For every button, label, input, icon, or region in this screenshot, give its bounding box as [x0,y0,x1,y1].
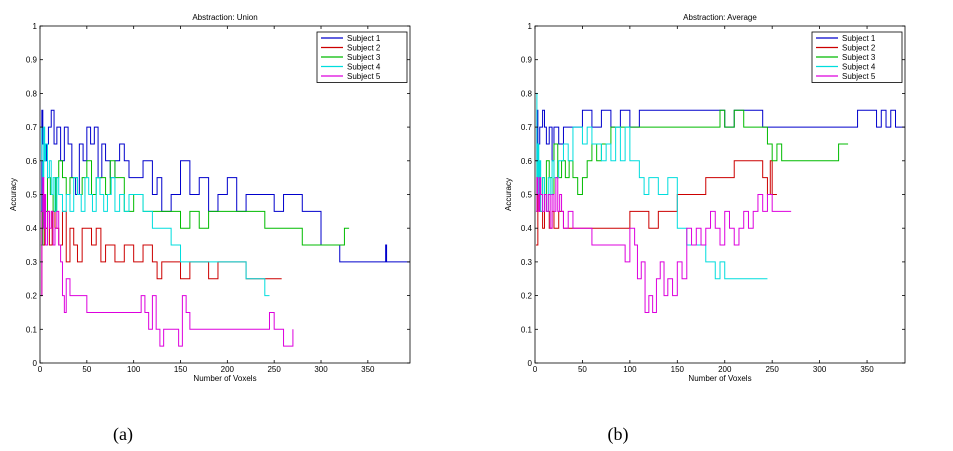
chart-1-y-tick-label-10: 1 [33,22,38,31]
chart-2-y-tick-label-0: 0 [528,359,533,368]
chart-1-x-tick-label-6: 300 [314,365,328,374]
chart-1-title: Abstraction: Union [192,13,257,22]
chart-2-y-tick-label-7: 0.7 [521,123,533,132]
chart-2-y-tick-label-6: 0.6 [521,157,533,166]
caption-b: (b) [607,424,629,444]
chart-1-y-tick-label-0: 0 [33,359,38,368]
chart-2-title: Abstraction: Average [683,13,757,22]
chart-1-y-tick-label-6: 0.6 [26,157,38,166]
chart-2-x-tick-label-5: 250 [765,365,779,374]
chart-2-x-tick-label-0: 0 [533,365,538,374]
chart-1-y-tick-label-7: 0.7 [26,123,38,132]
chart-1-x-tick-label-1: 50 [82,365,91,374]
chart-2-series-5-line [535,177,792,313]
chart-2-x-tick-label-1: 50 [578,365,587,374]
chart-1-y-tick-label-8: 0.8 [26,89,38,98]
chart-2-legend-label-2: Subject 2 [842,44,876,53]
chart-1-x-axis-label: Number of Voxels [193,374,256,383]
chart-2-x-axis-label: Number of Voxels [688,374,751,383]
chart-2-y-tick-label-9: 0.9 [521,56,533,65]
chart-1-x-tick-label-7: 350 [361,365,375,374]
chart-1-y-tick-label-3: 0.3 [26,258,38,267]
chart-2-x-tick-label-3: 150 [671,365,685,374]
chart-2-y-tick-label-3: 0.3 [521,258,533,267]
chart-1-legend-label-1: Subject 1 [347,34,381,43]
chart-2-y-tick-label-2: 0.2 [521,292,533,301]
chart-2-y-tick-label-4: 0.4 [521,224,533,233]
chart-2-y-tick-label-1: 0.1 [521,325,533,334]
chart-1-series-4-line [40,126,270,297]
chart-2-legend-label-1: Subject 1 [842,34,876,43]
chart-2-x-tick-label-6: 300 [813,365,827,374]
chart-2-y-axis-label: Accuracy [504,178,513,211]
chart-1-x-tick-label-3: 150 [174,365,188,374]
chart-1-series-5-line [40,177,294,347]
chart-2-y-tick-label-5: 0.5 [521,191,533,200]
chart-1-y-tick-label-2: 0.2 [26,292,38,301]
chart-1-y-tick-label-9: 0.9 [26,56,38,65]
chart-1-series-3-line [40,160,350,246]
chart-2-series-3-line [535,109,849,195]
chart-2-legend-label-5: Subject 5 [842,72,876,81]
chart-1-legend-label-2: Subject 2 [347,44,381,53]
chart-1-legend-label-5: Subject 5 [347,72,381,81]
caption-a: (a) [113,424,133,444]
chart-1-y-tick-label-5: 0.5 [26,191,38,200]
chart-1-x-tick-label-2: 100 [127,365,141,374]
chart-1-x-tick-label-5: 250 [267,365,281,374]
chart-1-legend-label-4: Subject 4 [347,63,381,72]
chart-1-x-tick-label-0: 0 [38,365,43,374]
chart-1-series-2-line [40,210,282,297]
chart-2-x-tick-label-2: 100 [623,365,637,374]
chart-1-y-tick-label-1: 0.1 [26,325,38,334]
chart-2-y-tick-label-8: 0.8 [521,89,533,98]
chart-1-y-axis-label: Accuracy [9,178,18,211]
chart-1-legend-label-3: Subject 3 [347,53,381,62]
chart-2-x-tick-label-7: 350 [860,365,874,374]
chart-1-y-tick-label-4: 0.4 [26,224,38,233]
chart-1-x-tick-label-4: 200 [221,365,235,374]
chart-2-legend-label-3: Subject 3 [842,53,876,62]
chart-2-x-tick-label-4: 200 [718,365,732,374]
chart-1-series-1-line [40,109,410,263]
chart-2-y-tick-label-10: 1 [528,22,533,31]
chart-2-legend-label-4: Subject 4 [842,63,876,72]
